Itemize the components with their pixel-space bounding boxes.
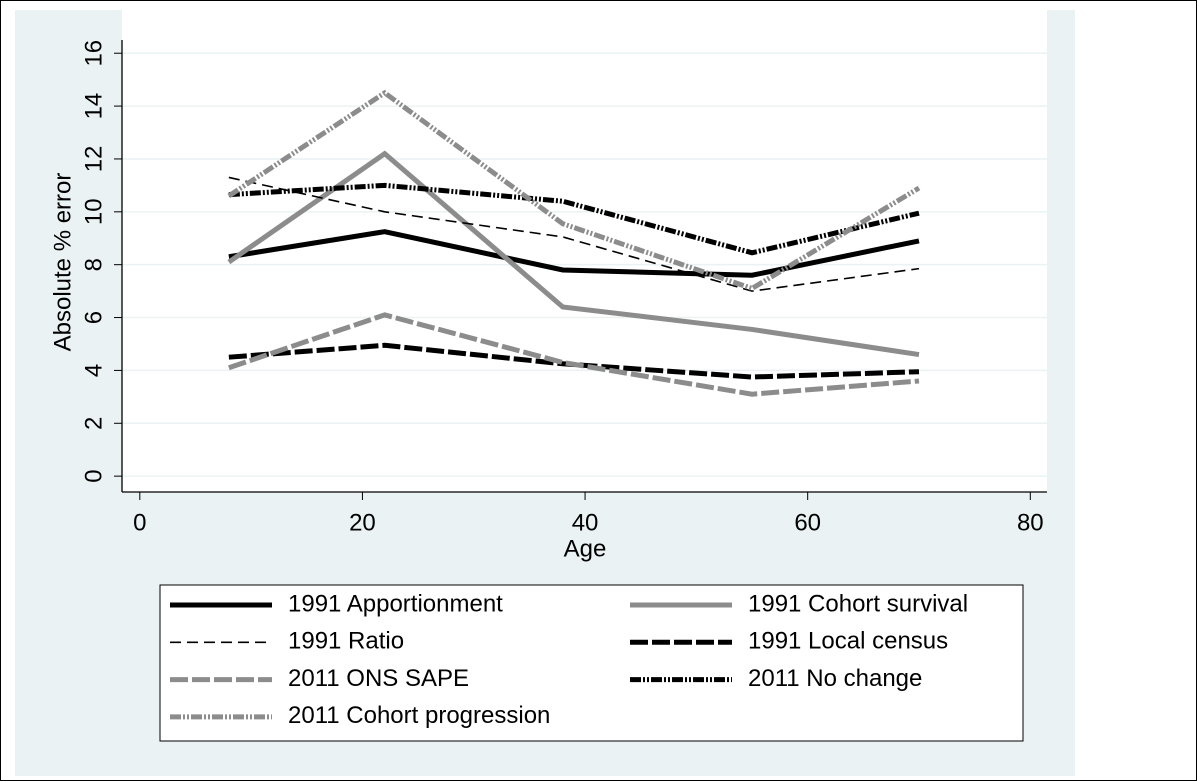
legend: [159, 584, 1024, 742]
series-line: [228, 312, 920, 397]
y-tick-label: 4: [80, 364, 107, 377]
y-tick-label: 8: [80, 258, 107, 271]
y-tick-label: 10: [80, 198, 107, 225]
series-line: [227, 89, 921, 292]
legend-label: 2011 Cohort progression: [288, 702, 550, 729]
x-tick-label: 40: [572, 509, 599, 536]
y-tick-label: 6: [80, 311, 107, 324]
series-line: [228, 182, 920, 256]
y-axis-title: Absolute % error: [49, 173, 76, 352]
lines: [227, 89, 921, 397]
series-line: [228, 176, 920, 292]
x-tick-label: 60: [794, 509, 821, 536]
ticks: 0 2 4 6 8 10 12 14 16 0 20 40 60 80: [80, 40, 1043, 536]
y-tick-label: 0: [80, 469, 107, 482]
legend-label: 1991 Local census: [748, 628, 948, 655]
x-tick-label: 0: [133, 509, 146, 536]
legend-label: 2011 No change: [748, 665, 922, 692]
x-axis-title: Age: [564, 535, 607, 562]
x-tick-label: 80: [1017, 509, 1044, 536]
y-tick-label: 14: [80, 93, 107, 120]
series-line: [227, 150, 920, 358]
y-tick-label: 2: [80, 417, 107, 430]
series-line: [228, 229, 920, 278]
x-tick-label: 20: [349, 509, 376, 536]
y-tick-label: 16: [80, 40, 107, 67]
series-line: [228, 342, 920, 380]
legend-label: 2011 ONS SAPE: [288, 665, 469, 692]
legend-label: 1991 Cohort survival: [748, 590, 968, 617]
legend-items: 1991 Apportionment 1991 Cohort survival 19…: [170, 590, 968, 729]
y-tick-label: 12: [80, 146, 107, 173]
legend-label: 1991 Apportionment: [288, 590, 503, 617]
legend-label: 1991 Ratio: [288, 628, 404, 655]
